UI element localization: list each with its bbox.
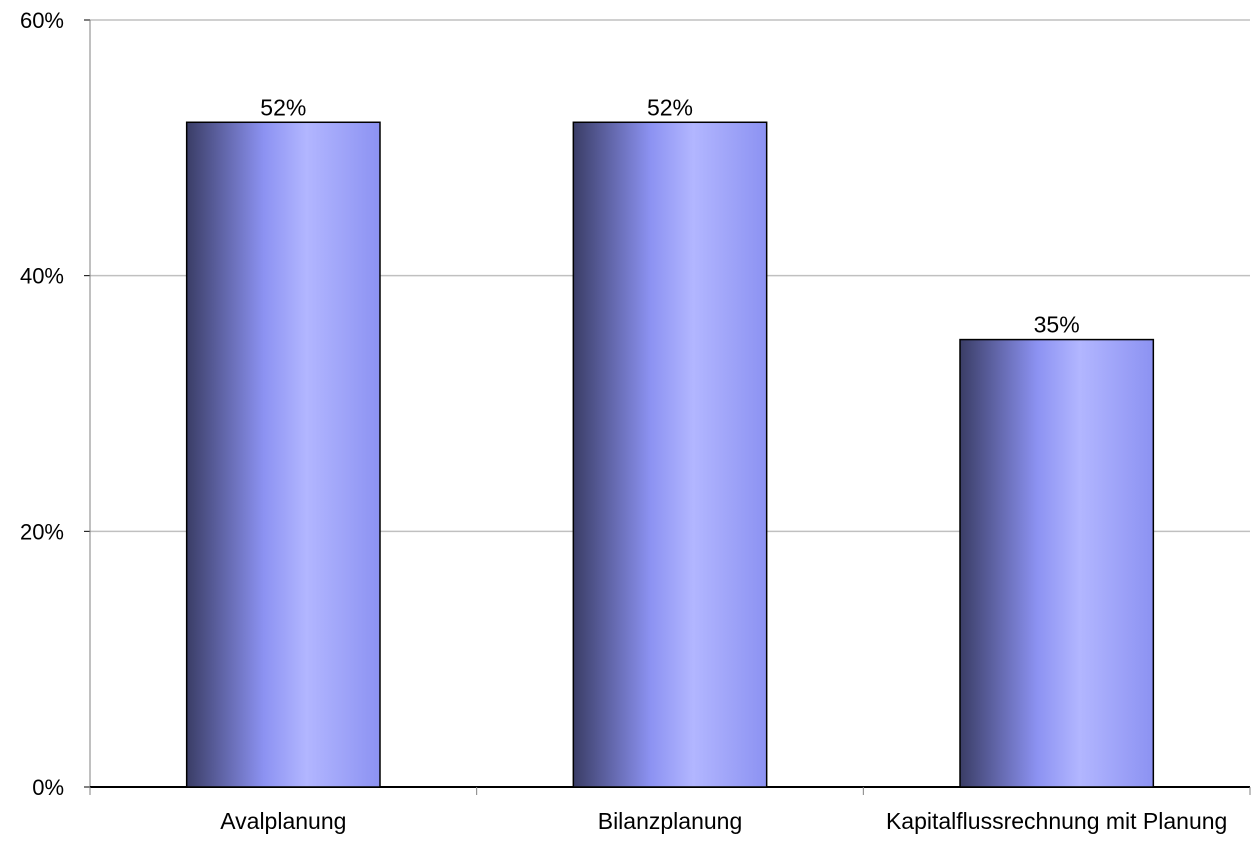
x-tick-label: Avalplanung: [220, 808, 346, 834]
y-tick-label: 40%: [20, 264, 64, 289]
x-tick-label: Kapitalflussrechnung mit Planung: [886, 808, 1227, 834]
data-label: 35%: [1034, 312, 1080, 338]
bars: [185, 121, 1155, 788]
data-label: 52%: [260, 94, 306, 120]
y-tick-label: 20%: [20, 519, 64, 544]
bar: [185, 121, 381, 788]
y-tick-label: 60%: [20, 8, 64, 33]
bar: [572, 121, 768, 788]
y-tick-label: 0%: [32, 775, 64, 800]
data-label: 52%: [647, 94, 693, 120]
x-tick-label: Bilanzplanung: [598, 808, 743, 834]
bar: [959, 338, 1155, 788]
labels: 0% 20% 40% 60% 52% Avalplanung 52% Bilanzplanun…: [20, 8, 1227, 834]
